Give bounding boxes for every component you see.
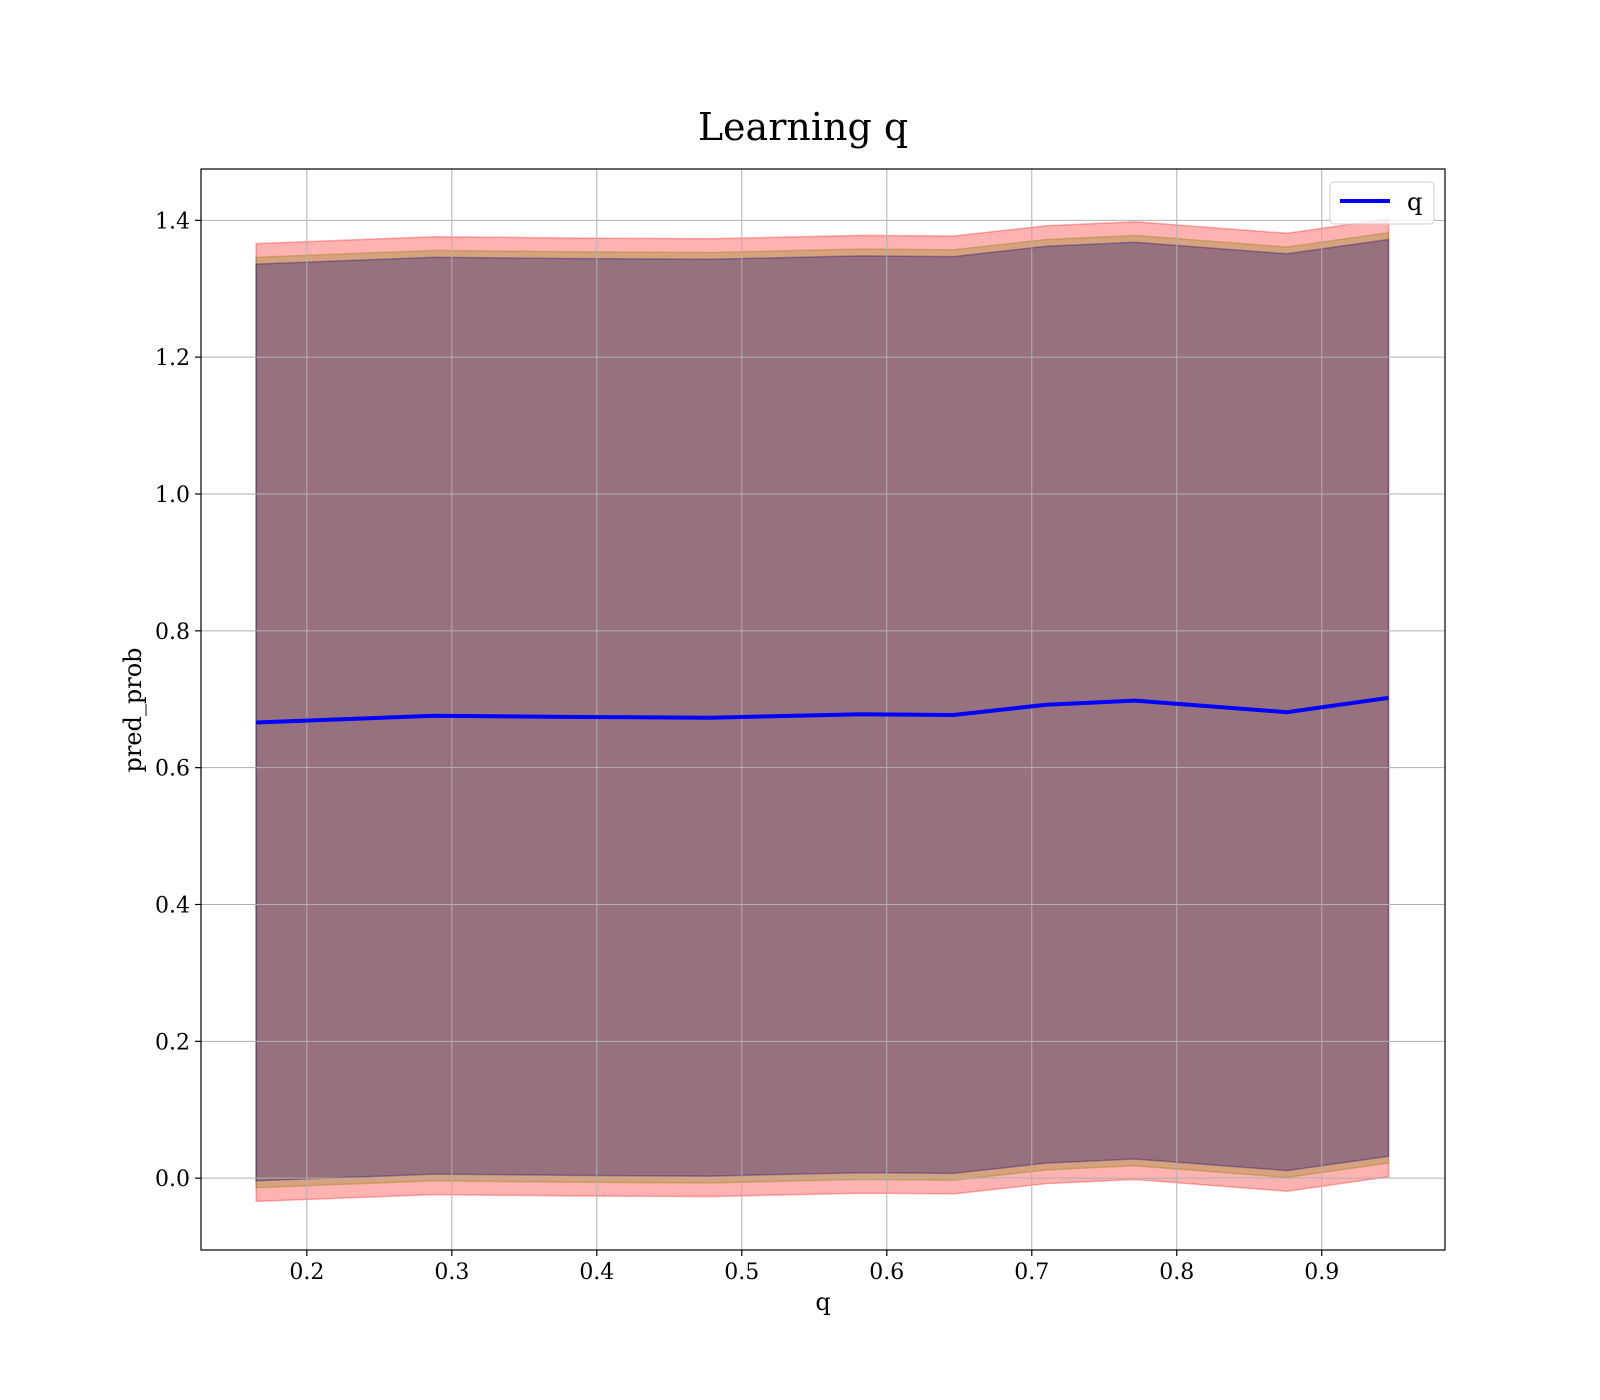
plot-area-frame bbox=[200, 168, 1446, 1251]
confidence-bands bbox=[255, 218, 1390, 1203]
x-tick-label-0: 0.2 bbox=[289, 1260, 324, 1285]
x-tick-label-3: 0.5 bbox=[724, 1260, 759, 1285]
x-tick-label-2: 0.4 bbox=[579, 1260, 614, 1285]
confidence-band-0 bbox=[255, 218, 1390, 1203]
y-axis-ticks: 0.0 0.2 0.4 0.6 0.8 1.0 1.2 1.4 bbox=[155, 209, 201, 1192]
grid-lines bbox=[201, 169, 1445, 1250]
chart-title: Learning q bbox=[698, 105, 908, 149]
y-tick-label-6: 1.2 bbox=[155, 346, 190, 371]
y-tick-label-3: 0.6 bbox=[155, 757, 190, 782]
confidence-band-1 bbox=[255, 231, 1390, 1189]
y-tick-label-0: 0.0 bbox=[155, 1167, 190, 1192]
series-lines bbox=[256, 695, 1389, 725]
y-tick-label-4: 0.8 bbox=[155, 620, 190, 645]
y-axis-label: pred_prob bbox=[119, 647, 147, 772]
series-line-q bbox=[256, 695, 1389, 725]
x-axis-ticks: 0.2 0.3 0.4 0.5 0.6 0.7 0.8 0.9 bbox=[289, 1250, 1339, 1285]
y-tick-label-1: 0.2 bbox=[155, 1030, 190, 1055]
x-tick-label-1: 0.3 bbox=[434, 1260, 469, 1285]
y-tick-label-2: 0.4 bbox=[155, 893, 190, 918]
x-tick-label-7: 0.9 bbox=[1304, 1260, 1339, 1285]
x-axis-label: q bbox=[815, 1288, 830, 1316]
x-tick-label-4: 0.6 bbox=[869, 1260, 904, 1285]
y-tick-label-5: 1.0 bbox=[155, 483, 190, 508]
confidence-band-2 bbox=[255, 238, 1390, 1182]
legend: q bbox=[1329, 181, 1435, 225]
legend-label: q bbox=[1407, 188, 1422, 216]
y-tick-label-7: 1.4 bbox=[155, 209, 190, 234]
x-tick-label-5: 0.7 bbox=[1014, 1260, 1049, 1285]
x-tick-label-6: 0.8 bbox=[1159, 1260, 1194, 1285]
